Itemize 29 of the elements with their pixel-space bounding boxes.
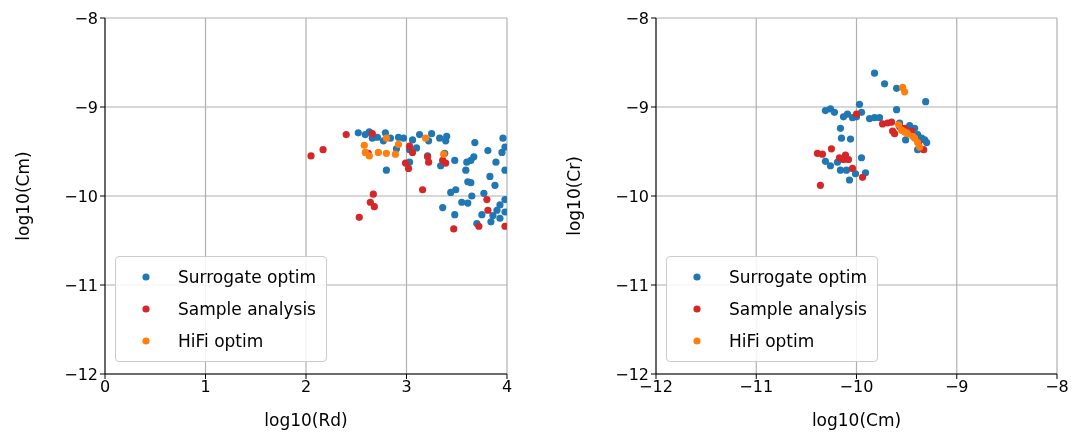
legend-label: Surrogate optim [178, 267, 317, 287]
y-axis-title: log10(Cr) [564, 156, 585, 236]
y-tick-label: −11 [64, 275, 98, 295]
y-tick-label: −9 [74, 97, 98, 117]
y-tick-label: −12 [64, 364, 98, 384]
legend-label: Sample analysis [178, 299, 316, 319]
x-axis-title: log10(Rd) [264, 410, 348, 430]
y-axis-title: log10(Cm) [13, 151, 34, 241]
y-tick-label: −9 [625, 97, 649, 117]
x-tick-label: 1 [200, 377, 211, 397]
x-tick-label: 4 [501, 377, 513, 397]
x-tick-label: 2 [300, 377, 312, 397]
x-tick-label: 3 [401, 377, 412, 397]
y-tick-label: −8 [625, 8, 649, 28]
x-tick-label: −11 [739, 377, 774, 397]
x-tick-label: −9 [944, 377, 969, 397]
x-tick-label: −8 [1045, 377, 1069, 397]
legend-label: HiFi optim [729, 331, 815, 351]
x-axis-title: log10(Cm) [811, 410, 902, 430]
legend-label: Sample analysis [729, 299, 867, 319]
y-tick-label: −10 [615, 186, 649, 206]
x-tick-label: −10 [839, 377, 874, 397]
y-tick-label: −11 [615, 275, 649, 295]
y-tick-label: −8 [74, 8, 98, 28]
y-tick-label: −12 [615, 364, 649, 384]
legend-label: HiFi optim [178, 331, 264, 351]
y-tick-label: −10 [64, 186, 98, 206]
x-tick-label: 0 [99, 377, 111, 397]
legend-label: Surrogate optim [729, 267, 868, 287]
